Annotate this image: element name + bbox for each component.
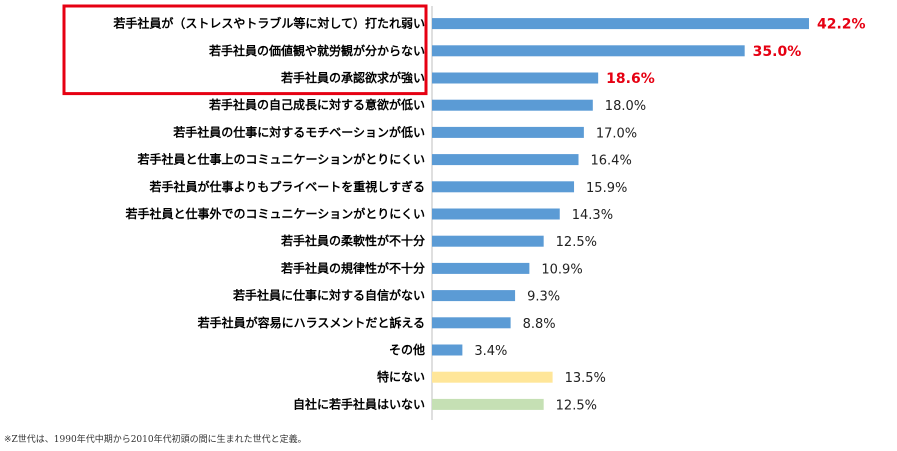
- value-labels: 42.2% 35.0% 18.6% 18.0% 17.0% 16.4% 15.9% 14.3%…: [474, 17, 865, 414]
- value-label: 13.5%: [565, 371, 606, 386]
- bar: [432, 398, 544, 410]
- value-label: 18.6%: [606, 71, 655, 87]
- bar: [432, 181, 575, 193]
- category-label: 若手社員の承認欲求が強い: [280, 70, 425, 85]
- category-label: 若手社員が容易にハラスメントだと訴える: [197, 315, 425, 330]
- category-labels: 若手社員が（ストレスやトラブル等に対して）打たれ弱い若手社員の価値観や就労観が分…: [112, 16, 425, 412]
- bar: [432, 154, 579, 166]
- footnote: ※Z世代は、1990年代中期から2010年代初頭の間に生まれた世代と定義。: [4, 435, 307, 445]
- value-label: 42.2%: [817, 17, 866, 33]
- value-label: 8.8%: [523, 317, 556, 332]
- bar: [432, 45, 745, 57]
- bar: [432, 126, 584, 138]
- bar: [432, 262, 530, 274]
- value-label: 18.0%: [605, 99, 646, 114]
- value-label: 9.3%: [527, 290, 560, 305]
- bar: [432, 344, 463, 356]
- category-label: 若手社員と仕事上のコミュニケーションがとりにくい: [136, 152, 425, 167]
- category-label: 若手社員に仕事に対する自信がない: [232, 288, 425, 303]
- bar: [432, 371, 553, 383]
- category-label: 特にない: [377, 369, 425, 384]
- value-label: 17.0%: [596, 126, 637, 141]
- category-label: その他: [389, 342, 425, 357]
- category-label: 若手社員の自己成長に対する意欲が低い: [208, 97, 425, 112]
- value-label: 12.5%: [556, 235, 597, 250]
- value-label: 14.3%: [572, 208, 613, 223]
- highlight-box: [62, 4, 428, 96]
- category-label: 若手社員の規律性が不十分: [280, 260, 425, 275]
- category-label: 若手社員の柔軟性が不十分: [280, 233, 425, 248]
- value-label: 10.9%: [541, 262, 582, 277]
- category-label: 若手社員が仕事よりもプライベートを重視しすぎる: [148, 179, 425, 194]
- category-label: 若手社員の仕事に対するモチベーションが低い: [172, 124, 425, 139]
- category-label: 若手社員の価値観や就労観が分からない: [208, 43, 425, 58]
- bar: [432, 290, 516, 302]
- bar: [432, 72, 599, 84]
- bar: [432, 18, 809, 30]
- value-label: 16.4%: [591, 154, 632, 169]
- category-label: 若手社員が（ストレスやトラブル等に対して）打たれ弱い: [112, 16, 425, 31]
- bar-chart: 若手社員が（ストレスやトラブル等に対して）打たれ弱い若手社員の価値観や就労観が分…: [62, 4, 866, 420]
- value-label: 3.4%: [474, 344, 507, 359]
- bars: [432, 18, 809, 410]
- bar: [432, 317, 511, 329]
- category-label: 若手社員と仕事外でのコミュニケーションがとりにくい: [124, 206, 425, 221]
- bar: [432, 99, 593, 111]
- bar: [432, 235, 544, 247]
- bar: [432, 208, 560, 220]
- value-label: 35.0%: [753, 44, 802, 60]
- category-label: 自社に若手社員はいない: [293, 396, 425, 411]
- value-label: 15.9%: [586, 181, 627, 196]
- value-label: 12.5%: [556, 398, 597, 413]
